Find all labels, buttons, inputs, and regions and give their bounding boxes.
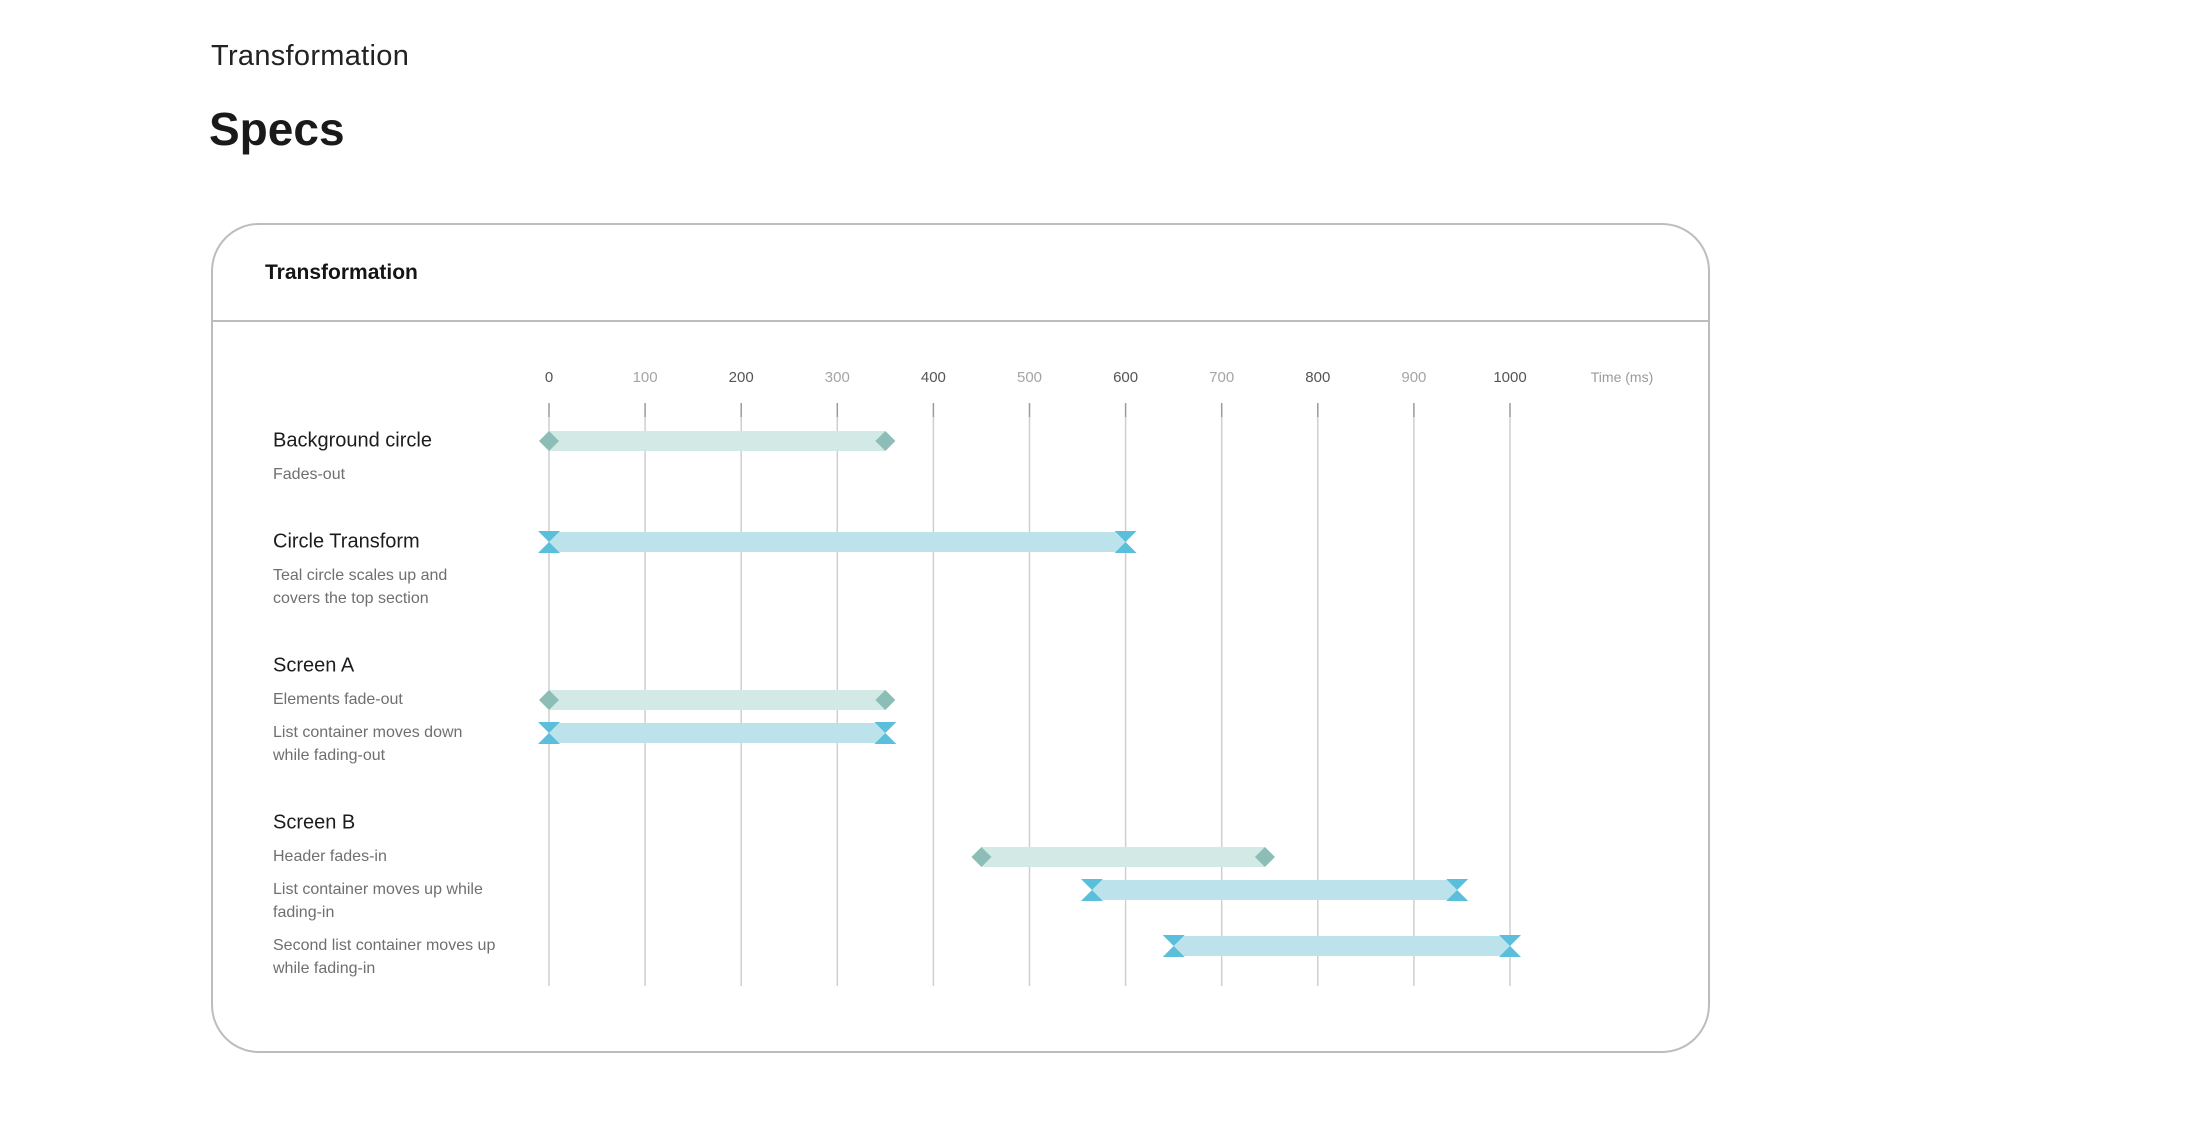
move-marker-top <box>1114 531 1137 542</box>
move-marker-top <box>1162 935 1185 946</box>
move-marker-top <box>538 722 560 733</box>
tick-label: 900 <box>1401 369 1426 386</box>
task-label: Second list container moves up <box>273 937 495 954</box>
fade-bar <box>981 847 1265 867</box>
fade-bar <box>549 431 886 451</box>
task-label: Elements fade-out <box>273 691 403 708</box>
axis-title: Time (ms) <box>1591 369 1653 385</box>
tick-label: 800 <box>1305 369 1330 386</box>
timeline-card: Transformation 0 100 200 300 400 500 600 700 800… <box>211 223 1710 1053</box>
group-label: Screen B <box>273 811 355 833</box>
fade-end-marker <box>875 690 896 710</box>
fade-bar <box>549 690 886 710</box>
group-label: Background circle <box>273 429 432 451</box>
task-label: covers the top section <box>273 590 429 607</box>
move-marker-bottom <box>1446 890 1469 901</box>
tick-label: 600 <box>1113 369 1138 386</box>
move-marker-bottom <box>1114 542 1137 553</box>
group-label: Circle Transform <box>273 530 420 552</box>
tick-label: 500 <box>1017 369 1042 386</box>
move-bar <box>1091 880 1458 900</box>
task-label: while fading-out <box>272 747 386 764</box>
move-marker-bottom <box>1499 946 1521 957</box>
tick-label: 1000 <box>1493 369 1526 386</box>
task-label: Header fades-in <box>273 848 387 865</box>
tick-label: 0 <box>545 369 553 386</box>
move-marker-bottom <box>874 733 897 744</box>
move-marker-top <box>1499 935 1521 946</box>
tick-label: 400 <box>921 369 946 386</box>
fade-end-marker <box>1254 847 1275 867</box>
card-title: Transformation <box>265 261 418 284</box>
move-marker-bottom <box>1162 946 1185 957</box>
move-bar <box>1173 936 1510 956</box>
timeline-chart: 0 100 200 300 400 500 600 700 800 900 1000 Time (ms… <box>272 369 1653 986</box>
section-eyebrow: Transformation <box>211 40 410 72</box>
task-label: List container moves down <box>273 724 462 741</box>
page-title: Specs <box>209 103 345 155</box>
task-label: Fades-out <box>273 466 346 483</box>
fade-start-marker <box>539 431 559 451</box>
move-bar <box>549 723 886 743</box>
fade-end-marker <box>875 431 896 451</box>
move-marker-bottom <box>538 542 560 553</box>
move-marker-top <box>1446 879 1469 890</box>
move-bar <box>549 532 1126 552</box>
tick-label: 200 <box>729 369 754 386</box>
task-label: Teal circle scales up and <box>273 567 447 584</box>
fade-start-marker <box>539 690 559 710</box>
move-marker-top <box>1080 879 1103 890</box>
fade-start-marker <box>971 847 992 867</box>
task-label: List container moves up while <box>273 881 483 898</box>
move-marker-bottom <box>1080 890 1103 901</box>
task-label: fading-in <box>273 904 334 921</box>
move-marker-top <box>874 722 897 733</box>
move-marker-top <box>538 531 560 542</box>
task-label: while fading-in <box>272 960 375 977</box>
tick-label: 300 <box>825 369 850 386</box>
tick-label: 700 <box>1209 369 1234 386</box>
card-header: Transformation <box>213 225 1708 322</box>
move-marker-bottom <box>538 733 560 744</box>
tick-label: 100 <box>633 369 658 386</box>
group-label: Screen A <box>273 654 355 676</box>
